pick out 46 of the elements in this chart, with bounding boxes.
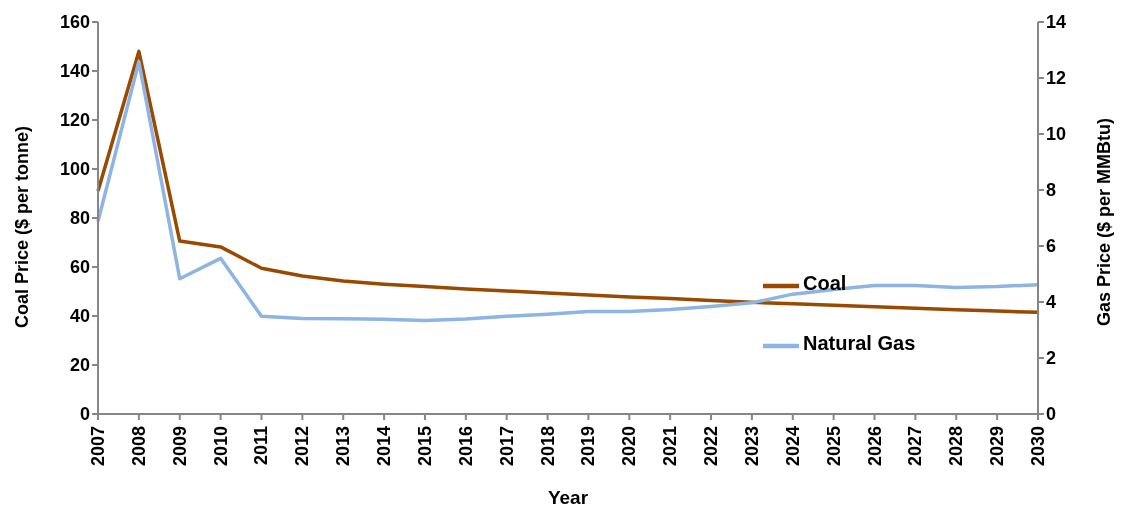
y-tick-label: 120 bbox=[59, 110, 90, 131]
x-tick-label: 2012 bbox=[292, 426, 313, 467]
x-tick-label: 2009 bbox=[169, 426, 190, 467]
x-tick-label: 2027 bbox=[905, 426, 926, 467]
x-tick-label: 2015 bbox=[414, 426, 435, 467]
y2-tick-label: 14 bbox=[1046, 12, 1067, 33]
x-tick-label: 2023 bbox=[741, 426, 762, 467]
x-axis-title: Year bbox=[547, 487, 589, 508]
x-tick-label: 2013 bbox=[333, 426, 354, 467]
y2-tick-label: 12 bbox=[1046, 68, 1067, 89]
y2-tick-label: 4 bbox=[1046, 292, 1057, 313]
x-tick-label: 2011 bbox=[251, 426, 272, 466]
x-tick-label: 2024 bbox=[782, 426, 803, 467]
x-tick-label: 2018 bbox=[537, 426, 558, 467]
y-tick-label: 40 bbox=[69, 306, 90, 327]
y-tick-label: 20 bbox=[69, 355, 90, 376]
y2-tick-label: 0 bbox=[1046, 404, 1057, 425]
y-tick-label: 160 bbox=[59, 12, 90, 33]
x-tick-label: 2021 bbox=[660, 426, 681, 467]
x-tick-label: 2029 bbox=[987, 426, 1008, 467]
y2-tick-label: 10 bbox=[1046, 124, 1067, 145]
x-tick-label: 2010 bbox=[210, 426, 231, 467]
y2-tick-label: 8 bbox=[1046, 180, 1057, 201]
y2-tick-label: 6 bbox=[1046, 236, 1057, 257]
x-tick-label: 2016 bbox=[455, 426, 476, 467]
x-tick-label: 2028 bbox=[946, 426, 967, 467]
y-tick-label: 140 bbox=[59, 61, 90, 82]
legend-label: Natural Gas bbox=[803, 332, 916, 354]
y-tick-label: 80 bbox=[69, 208, 90, 229]
legend-label: Coal bbox=[803, 272, 847, 294]
y2-axis-title: Gas Price ($ per MMBtu) bbox=[1094, 118, 1115, 327]
x-tick-label: 2017 bbox=[496, 426, 517, 467]
x-tick-label: 2019 bbox=[578, 426, 599, 467]
y-tick-label: 0 bbox=[79, 404, 90, 425]
x-tick-label: 2022 bbox=[701, 426, 722, 467]
x-tick-label: 2008 bbox=[128, 426, 149, 467]
x-tick-label: 2025 bbox=[823, 426, 844, 467]
y-tick-label: 60 bbox=[69, 257, 90, 278]
y2-tick-label: 2 bbox=[1046, 348, 1057, 369]
x-tick-label: 2030 bbox=[1028, 426, 1048, 467]
y-axis-title: Coal Price ($ per tonne) bbox=[12, 125, 33, 328]
x-tick-label: 2007 bbox=[88, 426, 108, 467]
x-tick-label: 2020 bbox=[619, 426, 640, 467]
y-tick-label: 100 bbox=[59, 159, 90, 180]
x-tick-label: 2014 bbox=[374, 426, 395, 467]
x-tick-label: 2026 bbox=[864, 426, 885, 467]
